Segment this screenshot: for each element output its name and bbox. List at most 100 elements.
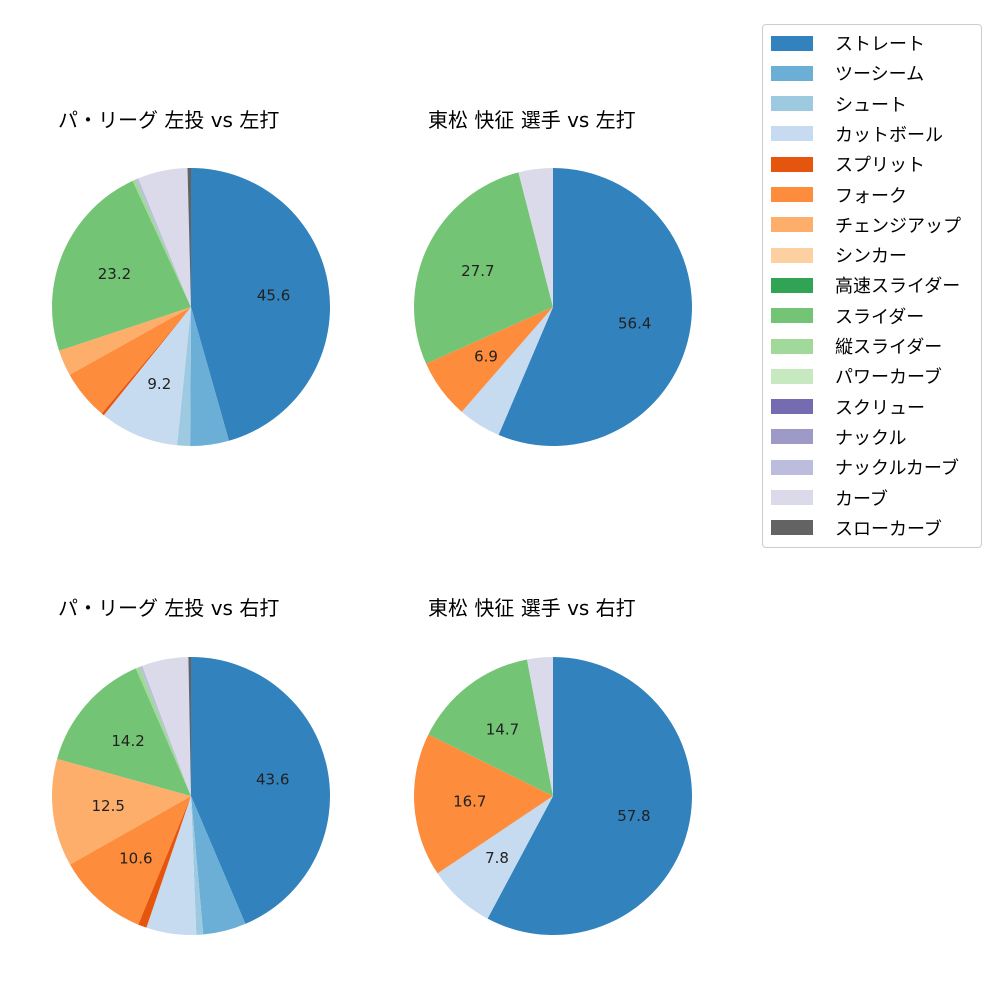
slice-value-label: 6.9 — [474, 348, 498, 366]
legend-label: ナックルカーブ — [835, 458, 959, 480]
chart-title-league-vs-left: パ・リーグ 左投 vs 左打 — [58, 108, 280, 132]
legend-label: スライダー — [835, 306, 925, 328]
legend-item: スローカーブ — [771, 518, 942, 540]
legend-item: ナックル — [771, 427, 907, 449]
pie-chart: 57.8 7.8 16.7 14.7 — [413, 657, 692, 935]
pie-slice — [428, 659, 553, 796]
pie-slice — [139, 665, 191, 796]
slice-value-label: 23.2 — [98, 265, 131, 283]
pie-slice — [132, 179, 191, 307]
legend-label: ツーシーム — [835, 64, 925, 86]
legend-label: スクリュー — [835, 397, 925, 419]
pie-slice — [461, 307, 553, 435]
legend-swatch — [771, 247, 813, 263]
chart-title-player-vs-right: 東松 快征 選手 vs 右打 — [428, 596, 636, 620]
legend-label: シンカー — [835, 246, 907, 268]
legend-swatch — [771, 459, 813, 475]
pie-slice — [135, 178, 191, 307]
legend-item: ナックルカーブ — [771, 457, 959, 480]
pie-slice — [190, 307, 229, 446]
legend-label: パワーカーブ — [835, 367, 942, 389]
legend-item: 縦スライダー — [771, 336, 943, 358]
pie-slice — [51, 758, 191, 865]
legend-swatch — [771, 65, 813, 81]
slice-value-label: 57.8 — [617, 807, 650, 825]
slice-value-label: 10.6 — [119, 850, 152, 868]
legend-label: 高速スライダー — [835, 276, 961, 298]
legend-item: シンカー — [771, 245, 907, 268]
pie-slice — [191, 657, 331, 924]
chart-title-player-vs-left: 東松 快征 選手 vs 左打 — [428, 108, 636, 132]
legend-swatch — [771, 277, 813, 293]
pie-slice — [518, 168, 553, 307]
slice-value-label: 12.5 — [92, 797, 125, 815]
legend-item: チェンジアップ — [771, 215, 961, 237]
legend-swatch — [771, 126, 813, 142]
legend-swatch — [771, 338, 813, 354]
pie-slice — [51, 180, 191, 351]
legend-item: スプリット — [771, 154, 925, 177]
slice-value-label: 27.7 — [461, 262, 494, 280]
legend-item: 高速スライダー — [771, 275, 961, 298]
legend-swatch — [771, 217, 813, 233]
pie-slice — [138, 168, 191, 307]
slice-value-label: 9.2 — [147, 375, 171, 393]
pie-slice — [138, 796, 191, 928]
slice-value-label: 7.8 — [485, 849, 509, 867]
legend-swatch — [771, 96, 813, 112]
pie-slice — [177, 307, 191, 446]
legend-label: チェンジアップ — [835, 215, 961, 237]
pie-slice — [135, 666, 191, 796]
legend-swatch — [771, 35, 813, 51]
legend-item: スクリュー — [771, 397, 925, 419]
slice-value-label: 56.4 — [618, 315, 651, 333]
pie-slice — [498, 168, 692, 446]
legend-item: フォーク — [771, 185, 907, 207]
legend-label: ストレート — [835, 34, 925, 55]
pie-slice — [414, 172, 553, 364]
pie-chart: 43.6 10.6 12.5 14.2 — [51, 657, 331, 935]
pie-slice — [146, 796, 197, 935]
legend-label: ナックル — [835, 427, 907, 449]
legend-item: パワーカーブ — [771, 366, 942, 389]
legend-swatch — [771, 368, 813, 384]
pie-slice — [57, 668, 192, 796]
legend-item: ツーシーム — [771, 63, 925, 86]
legend: ストレートツーシームシュートカットボール スプリットフォークチェンジアップ シンカー… — [762, 24, 982, 548]
legend-swatch — [771, 187, 813, 202]
legend-swatch — [771, 520, 813, 536]
legend-swatch — [771, 308, 813, 324]
legend-swatch — [771, 490, 813, 505]
pie-slice — [437, 796, 553, 919]
pie-slice — [101, 307, 191, 416]
legend-item: カーブ — [771, 488, 888, 510]
legend-label: スプリット — [835, 155, 925, 177]
legend-item: シュート — [771, 94, 907, 116]
legend-item: スライダー — [771, 306, 925, 328]
pie-slice — [142, 657, 191, 796]
pie-chart: 56.4 6.9 27.7 — [414, 168, 692, 446]
legend-label: スローカーブ — [835, 518, 942, 540]
legend-label: フォーク — [835, 185, 907, 207]
slice-value-label: 14.7 — [486, 721, 519, 739]
pie-slice — [413, 734, 553, 874]
legend-label: カーブ — [835, 488, 888, 510]
legend-swatch — [771, 429, 813, 445]
pie-slice — [103, 307, 191, 446]
legend-item: カットボール — [771, 124, 943, 146]
pie-slice — [526, 657, 553, 796]
pie-slice — [188, 657, 191, 796]
pie-slice — [69, 307, 191, 414]
pie-slice — [70, 796, 191, 925]
pie-slice — [187, 168, 191, 307]
pie-slice — [59, 307, 191, 375]
legend-swatch — [771, 156, 813, 172]
slice-value-label: 43.6 — [256, 770, 289, 788]
pie-chart: 45.6 9.2 23.2 — [51, 168, 330, 446]
legend-label: カットボール — [835, 124, 943, 146]
chart-title-league-vs-right: パ・リーグ 左投 vs 右打 — [58, 596, 280, 620]
slice-value-label: 14.2 — [111, 732, 144, 750]
pie-slice — [191, 168, 330, 441]
legend-label: 縦スライダー — [835, 337, 943, 358]
